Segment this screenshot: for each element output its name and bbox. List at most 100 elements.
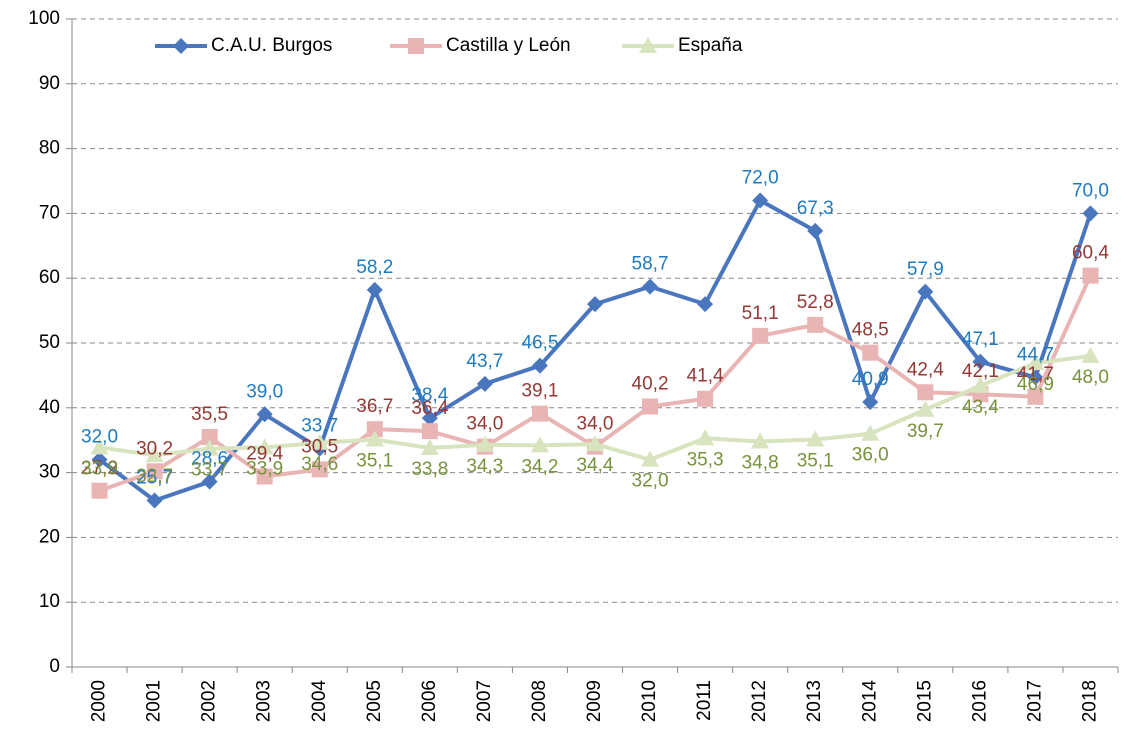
data-point xyxy=(697,390,714,407)
data-label: 39,7 xyxy=(907,421,944,442)
data-label: 33,7 xyxy=(301,416,338,437)
data-point xyxy=(146,463,163,480)
data-point xyxy=(310,433,329,450)
data-label: 34,3 xyxy=(466,456,503,477)
data-label: 41,7 xyxy=(1017,364,1054,385)
data-label: 42,4 xyxy=(907,359,944,380)
data-point xyxy=(807,316,824,333)
y-tick-label: 90 xyxy=(39,73,60,94)
data-point xyxy=(201,428,218,445)
x-tick-label: 2011 xyxy=(694,680,715,721)
data-label: 57,9 xyxy=(907,259,944,280)
x-tick-label: 2012 xyxy=(749,680,770,722)
data-label: 67,3 xyxy=(797,198,834,219)
data-point xyxy=(366,281,383,298)
data-point xyxy=(201,473,218,490)
y-tick-label: 40 xyxy=(39,397,60,418)
data-label: 43,4 xyxy=(962,397,999,418)
data-label: 33,9 xyxy=(81,458,118,479)
data-point xyxy=(752,327,769,344)
data-label: 43,7 xyxy=(466,351,503,372)
x-tick-label: 2017 xyxy=(1024,680,1045,722)
legend-marker xyxy=(173,38,189,54)
data-label: 46,9 xyxy=(1017,374,1054,395)
data-point xyxy=(917,283,934,300)
data-point xyxy=(1081,346,1100,363)
data-label: 51,1 xyxy=(742,303,779,324)
legend-label: España xyxy=(678,35,743,56)
data-point xyxy=(696,429,715,446)
data-point xyxy=(91,451,108,468)
data-point xyxy=(642,398,659,415)
data-point xyxy=(1027,369,1044,386)
data-label: 40,9 xyxy=(852,369,889,390)
data-label: 34,8 xyxy=(742,453,779,474)
data-point xyxy=(751,432,770,449)
data-point xyxy=(420,438,439,455)
data-point xyxy=(256,406,273,423)
data-label: 36,0 xyxy=(852,445,889,466)
data-label: 27,2 xyxy=(81,458,118,479)
data-label: 28,6 xyxy=(191,449,228,470)
data-point xyxy=(200,439,219,456)
x-tick-label: 2016 xyxy=(969,680,990,722)
data-label: 40,2 xyxy=(632,374,669,395)
data-label: 29,4 xyxy=(246,444,283,465)
data-point xyxy=(421,423,438,440)
y-tick-label: 60 xyxy=(39,267,60,288)
data-point xyxy=(807,222,824,239)
y-tick-label: 80 xyxy=(39,138,60,159)
data-label: 25,7 xyxy=(136,467,173,488)
data-point xyxy=(365,430,384,447)
data-point xyxy=(1027,388,1044,405)
data-label: 32,7 xyxy=(136,466,173,487)
data-label: 47,1 xyxy=(962,329,999,350)
data-point xyxy=(145,446,164,463)
data-point xyxy=(916,400,935,417)
data-label: 34,6 xyxy=(301,454,338,475)
data-point xyxy=(530,436,549,453)
data-label: 34,0 xyxy=(577,414,614,435)
data-label: 32,0 xyxy=(632,471,669,492)
data-label: 42,1 xyxy=(962,361,999,382)
data-point xyxy=(1026,354,1045,371)
data-label: 44,7 xyxy=(1017,344,1054,365)
data-label: 33,9 xyxy=(246,458,283,479)
data-label: 34,0 xyxy=(466,414,503,435)
data-point xyxy=(255,438,274,455)
x-tick-label: 2002 xyxy=(199,680,220,722)
data-point xyxy=(862,393,879,410)
data-point xyxy=(311,461,328,478)
data-point xyxy=(972,353,989,370)
x-tick-label: 2006 xyxy=(419,680,440,722)
data-point xyxy=(806,430,825,447)
data-label: 58,7 xyxy=(632,254,669,275)
y-tick-label: 0 xyxy=(49,656,60,677)
data-point xyxy=(861,424,880,441)
data-point xyxy=(862,344,879,361)
data-label: 52,8 xyxy=(797,292,834,313)
data-label: 58,2 xyxy=(356,257,393,278)
legend-label: C.A.U. Burgos xyxy=(211,35,332,56)
data-point xyxy=(90,438,109,455)
data-point xyxy=(586,435,604,452)
data-label: 48,5 xyxy=(852,320,889,341)
data-point xyxy=(642,278,659,295)
x-tick-label: 2018 xyxy=(1079,680,1100,722)
x-tick-label: 2003 xyxy=(254,680,275,722)
y-tick-label: 10 xyxy=(39,591,60,612)
y-tick-label: 30 xyxy=(39,462,60,483)
data-label: 30,5 xyxy=(301,436,338,457)
data-label: 32,0 xyxy=(81,427,118,448)
x-tick-label: 2015 xyxy=(914,680,935,722)
data-label: 46,5 xyxy=(521,333,558,354)
data-label: 35,3 xyxy=(687,449,724,470)
x-tick-label: 2014 xyxy=(859,680,880,723)
y-tick-label: 50 xyxy=(39,332,60,353)
data-point xyxy=(421,410,438,427)
data-point xyxy=(971,376,990,393)
x-tick-label: 2004 xyxy=(309,680,330,723)
data-point xyxy=(697,296,714,313)
x-tick-label: 2010 xyxy=(639,680,660,722)
